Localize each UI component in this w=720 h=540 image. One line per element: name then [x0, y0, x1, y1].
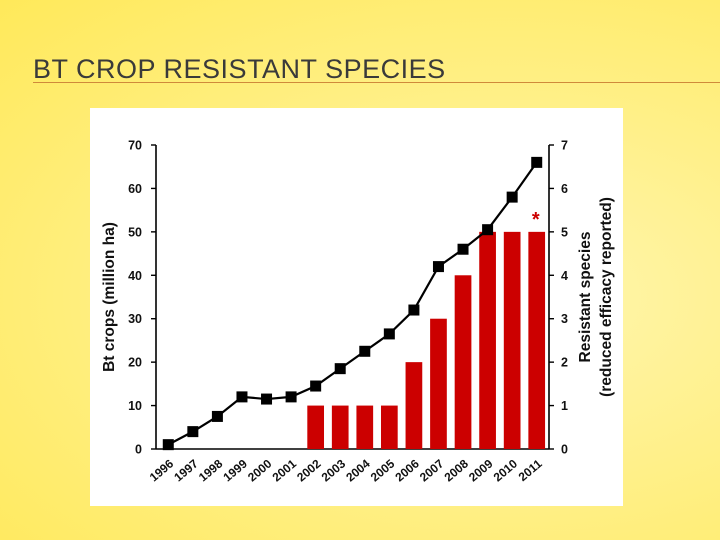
x-tick-label: 2009	[466, 456, 496, 484]
x-tick-label: 2004	[343, 456, 373, 484]
left-tick-label: 50	[128, 225, 142, 239]
bar-2003	[331, 405, 349, 449]
x-tick-label: 2011	[516, 456, 545, 484]
line-point-2008	[457, 243, 469, 255]
left-tick-label: 20	[128, 356, 142, 370]
x-tick-label: 1999	[220, 456, 250, 484]
bar-2004	[356, 405, 374, 449]
line-point-2011	[531, 156, 543, 168]
line-point-2001	[285, 391, 297, 403]
left-tick-label: 30	[128, 312, 142, 326]
line-point-1999	[236, 391, 248, 403]
left-axis-title: Bt crops (million ha)	[101, 222, 118, 372]
x-tick-label: 2000	[245, 456, 275, 484]
right-axis-title-line1: Resistant species	[577, 232, 594, 363]
chart-panel: 0 10 20 30 40 50 60 70 0 1 2 3 4 5 6 7 1996 1997 1998 1999 2…	[90, 108, 623, 506]
bar-2008	[454, 275, 472, 449]
x-tick-label: 2002	[294, 456, 324, 484]
left-tick-label: 10	[128, 399, 142, 413]
line-point-1998	[211, 410, 223, 422]
line-point-1996	[162, 439, 174, 451]
left-tick-label: 60	[128, 182, 142, 196]
line-point-2007	[432, 261, 444, 273]
x-tick-label: 2006	[392, 456, 422, 484]
bars-group	[307, 231, 546, 449]
x-tick-label: 2003	[319, 456, 349, 484]
annotation-asterisk: *	[532, 209, 540, 231]
line-group	[162, 156, 543, 451]
left-tick-label: 70	[128, 139, 142, 153]
line-point-2004	[359, 345, 371, 357]
line-point-2003	[334, 363, 346, 375]
x-tick-label: 2008	[442, 456, 472, 484]
line-point-2010	[506, 191, 518, 203]
line-point-2002	[310, 380, 322, 392]
line-point-2000	[261, 393, 273, 405]
right-axis-title-line2: (reduced efficacy reported)	[598, 197, 615, 397]
line-point-2005	[383, 328, 395, 340]
title-divider	[33, 82, 720, 83]
slide-title: BT CROP RESISTANT SPECIES	[33, 54, 446, 84]
axes-group	[151, 144, 554, 450]
x-tick-label: 2001	[270, 456, 300, 484]
bar-2009	[479, 231, 496, 449]
x-tick-label: 2010	[491, 456, 521, 484]
right-tick-label: 4	[561, 269, 568, 283]
right-tick-label: 2	[561, 356, 568, 370]
x-tick-label: 1998	[196, 456, 226, 484]
x-tick-label: 2007	[417, 456, 447, 484]
line-series	[167, 161, 538, 446]
bar-2002	[307, 405, 325, 449]
line-point-2009	[482, 224, 494, 236]
right-tick-label: 5	[561, 225, 568, 239]
bar-2011	[528, 231, 546, 449]
x-tick-label: 1996	[147, 456, 177, 484]
bar-2006	[405, 362, 423, 449]
right-tick-label: 1	[561, 399, 568, 413]
line-point-1997	[187, 426, 199, 438]
right-tick-label: 0	[561, 443, 568, 457]
right-tick-label: 6	[561, 182, 568, 196]
line-point-2006	[408, 304, 420, 316]
left-tick-label: 40	[128, 269, 142, 283]
dual-axis-chart: 0102030405060700123456719961997199819992…	[101, 139, 615, 485]
x-tick-label: 2005	[368, 456, 398, 484]
bar-2010	[503, 231, 521, 449]
left-tick-label: 0	[135, 443, 142, 457]
right-tick-label: 7	[561, 139, 568, 153]
bar-2005	[380, 405, 398, 449]
x-tick-label: 1997	[171, 456, 201, 484]
right-tick-label: 3	[561, 312, 568, 326]
bar-2007	[430, 318, 447, 449]
